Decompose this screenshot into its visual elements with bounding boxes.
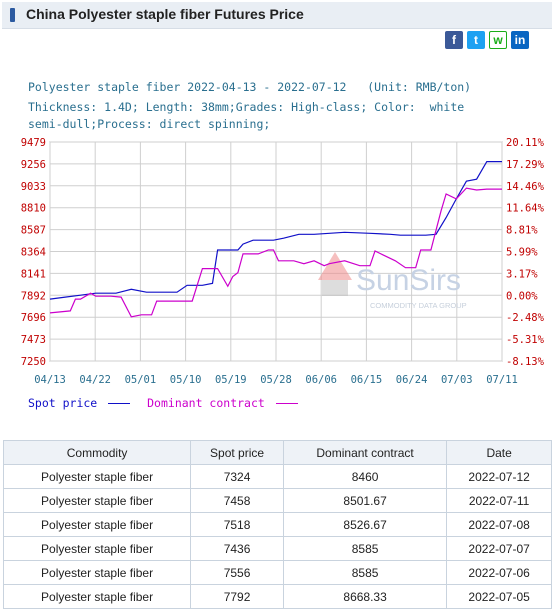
- right-tick-label: 3.17%: [506, 268, 538, 280]
- right-tick-label: -2.48%: [506, 312, 545, 324]
- legend-dominant-swatch: [275, 403, 298, 404]
- x-tick-label: 04/13: [34, 374, 66, 386]
- col-dominant-contract: Dominant contract: [282, 440, 448, 465]
- chart-axes: 9479 20.11% 9256 17.29% 9033 14.46% 8810 11.64%…: [21, 137, 545, 386]
- page-title: China Polyester staple fiber Futures Pri…: [26, 6, 304, 22]
- right-tick-label: 8.81%: [506, 225, 538, 237]
- chart-grid: [49, 141, 503, 362]
- table-row: Polyester staple fiber 7792 8668.33 2022-07…: [2, 584, 552, 609]
- table-row: Polyester staple fiber 7556 8585 2022-07-06: [2, 560, 552, 585]
- dominant-contract-line: [49, 187, 502, 318]
- x-tick-label: 06/06: [305, 374, 337, 386]
- watermark-logo-base: [322, 280, 348, 296]
- watermark-tagline: COMMODITY DATA GROUP: [370, 301, 467, 310]
- left-tick-label: 8587: [21, 225, 46, 237]
- right-tick-label: 17.29%: [506, 159, 545, 171]
- x-tick-label: 05/01: [125, 374, 157, 386]
- chart-caption-line3: semi-dull;Process: direct spinning;: [28, 117, 271, 131]
- linkedin-icon[interactable]: in: [511, 31, 529, 49]
- left-tick-label: 7892: [21, 290, 46, 302]
- social-share-bar: f t w in: [445, 31, 529, 49]
- legend-spot-label: Spot price: [28, 396, 98, 410]
- left-tick-label: 7473: [21, 334, 46, 346]
- legend-spot-swatch: [108, 403, 131, 404]
- x-tick-label: 07/03: [441, 374, 473, 386]
- header-accent-bar: [10, 8, 15, 22]
- chart-caption-line1: Polyester staple fiber 2022-04-13 - 2022…: [28, 80, 472, 94]
- right-tick-label: 11.64%: [506, 203, 545, 215]
- facebook-icon[interactable]: f: [445, 31, 463, 49]
- x-tick-label: 06/24: [396, 374, 428, 386]
- sunsirs-watermark: SunSirs COMMODITY DATA GROUP: [318, 252, 467, 310]
- left-tick-label: 7696: [21, 312, 46, 324]
- right-tick-label: -8.13%: [506, 356, 545, 368]
- right-tick-label: 14.46%: [506, 181, 545, 193]
- x-tick-label: 06/15: [351, 374, 383, 386]
- col-date: Date: [446, 440, 552, 465]
- price-chart: SunSirs COMMODITY DATA GROUP 9479 20.11%9…: [21, 137, 545, 386]
- left-tick-label: 9033: [21, 181, 46, 193]
- x-tick-label: 05/10: [170, 374, 202, 386]
- price-table: Commodity Spot price Dominant contract D…: [2, 440, 552, 609]
- table-header-row: Commodity Spot price Dominant contract D…: [2, 440, 552, 465]
- table-row: Polyester staple fiber 7518 8526.67 2022-07…: [2, 512, 552, 537]
- x-tick-label: 05/19: [215, 374, 247, 386]
- table-row: Polyester staple fiber 7436 8585 2022-07-07: [2, 536, 552, 561]
- spot-price-line: [49, 161, 502, 300]
- watermark-brand: SunSirs: [356, 264, 461, 297]
- wechat-icon[interactable]: w: [489, 31, 507, 49]
- table-row: Polyester staple fiber 7324 8460 2022-07-12: [2, 464, 552, 489]
- right-tick-label: 20.11%: [506, 137, 545, 149]
- left-tick-label: 8810: [21, 203, 46, 215]
- table-row: Polyester staple fiber 7458 8501.67 2022-07…: [2, 488, 552, 513]
- chart-caption-line2: Thickness: 1.4D; Length: 38mm;Grades: Hi…: [28, 100, 465, 114]
- legend-dominant-label: Dominant contract: [147, 396, 265, 410]
- page-header: China Polyester staple fiber Futures Pri…: [2, 2, 552, 29]
- left-tick-label: 9479: [21, 137, 46, 149]
- left-tick-label: 7250: [21, 356, 46, 368]
- right-tick-label: 5.99%: [506, 247, 538, 259]
- x-tick-label: 07/11: [486, 374, 518, 386]
- col-commodity: Commodity: [2, 440, 192, 465]
- col-spot-price: Spot price: [190, 440, 284, 465]
- twitter-icon[interactable]: t: [467, 31, 485, 49]
- left-tick-label: 9256: [21, 159, 46, 171]
- right-tick-label: -5.31%: [506, 334, 545, 346]
- x-tick-label: 05/28: [260, 374, 292, 386]
- x-tick-label: 04/22: [79, 374, 111, 386]
- chart-legend: Spot price Dominant contract: [28, 396, 298, 410]
- right-tick-label: 0.00%: [506, 290, 538, 302]
- left-tick-label: 8364: [21, 247, 46, 259]
- watermark-logo-icon: [318, 252, 352, 280]
- left-tick-label: 8141: [21, 268, 46, 280]
- chart-series: [49, 161, 502, 318]
